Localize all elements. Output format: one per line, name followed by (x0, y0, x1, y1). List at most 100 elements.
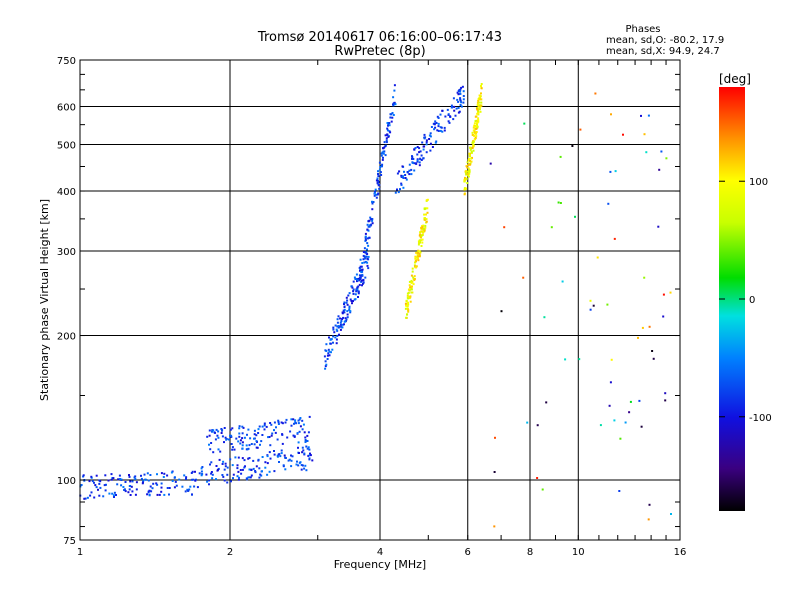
data-point (391, 116, 394, 119)
data-point (258, 467, 261, 470)
data-point (246, 448, 249, 451)
data-point (472, 129, 475, 132)
data-point (349, 298, 352, 301)
data-point (352, 288, 355, 291)
data-point (386, 133, 389, 136)
x-tick-label: 4 (377, 547, 383, 558)
data-point (144, 478, 147, 481)
data-point (260, 440, 263, 443)
data-point (261, 425, 264, 428)
data-point (269, 444, 272, 447)
data-point (345, 301, 348, 304)
data-point (221, 463, 224, 465)
data-point (437, 130, 440, 132)
data-point (359, 265, 362, 268)
data-point (522, 276, 525, 279)
data-point (447, 114, 450, 116)
data-point (300, 468, 303, 471)
data-point (452, 118, 455, 121)
data-point (366, 248, 368, 251)
data-point (333, 331, 336, 334)
data-point (336, 325, 339, 328)
data-point (191, 470, 194, 473)
data-point (419, 233, 422, 236)
data-point (476, 112, 479, 115)
data-point (411, 267, 414, 270)
data-point (152, 482, 155, 485)
y-tick-label: 300 (57, 247, 76, 258)
data-point (208, 483, 210, 486)
data-point (476, 109, 479, 111)
data-point (375, 196, 378, 199)
data-point (398, 170, 401, 173)
data-point (330, 351, 332, 354)
data-point (416, 159, 419, 162)
data-point (258, 476, 261, 479)
data-point (433, 123, 436, 126)
data-point (194, 470, 196, 473)
data-point (200, 470, 203, 473)
data-point (290, 418, 293, 421)
data-point (284, 468, 287, 471)
data-point (384, 145, 387, 148)
data-point (325, 363, 328, 366)
data-point (225, 438, 228, 441)
data-point (439, 126, 442, 129)
data-point (224, 465, 227, 468)
data-point (166, 474, 169, 477)
data-point (382, 150, 385, 153)
data-point (422, 227, 425, 230)
data-point (98, 494, 101, 497)
data-point (400, 174, 403, 177)
data-point (473, 126, 476, 129)
data-point (206, 480, 209, 483)
data-point (129, 480, 132, 483)
data-point (264, 466, 267, 469)
data-point (664, 399, 667, 402)
data-point (559, 202, 562, 204)
data-point (411, 156, 414, 159)
data-point (228, 438, 230, 441)
data-point (349, 311, 352, 314)
data-point (464, 170, 467, 173)
data-point (220, 432, 223, 434)
data-point (479, 110, 482, 113)
data-point (278, 453, 281, 456)
data-point (472, 145, 475, 148)
data-point (466, 172, 469, 175)
data-point (250, 469, 253, 471)
data-point (618, 490, 621, 492)
data-point (221, 474, 224, 476)
data-point (415, 162, 417, 165)
data-point (168, 487, 171, 489)
data-point (466, 161, 469, 164)
data-point (237, 440, 240, 443)
data-point (415, 266, 417, 269)
data-point (464, 178, 467, 181)
data-point (141, 482, 144, 485)
data-point (281, 433, 284, 436)
data-point (662, 293, 665, 296)
data-point (364, 276, 367, 279)
data-point (253, 443, 256, 446)
data-point (467, 170, 470, 173)
data-point (471, 131, 474, 134)
data-point (282, 464, 285, 467)
data-point (411, 157, 413, 160)
data-point (361, 273, 364, 276)
data-point (343, 311, 346, 314)
data-point (286, 436, 289, 439)
data-point (173, 486, 176, 489)
data-point (217, 436, 220, 439)
data-point (489, 162, 492, 165)
data-point (468, 152, 471, 155)
data-point (183, 474, 186, 477)
data-point (243, 466, 246, 469)
data-point (397, 191, 400, 194)
data-point (425, 139, 428, 142)
data-point (366, 237, 369, 240)
data-point (187, 489, 190, 492)
data-point (421, 238, 424, 241)
data-point (422, 148, 425, 151)
data-point (536, 477, 539, 479)
